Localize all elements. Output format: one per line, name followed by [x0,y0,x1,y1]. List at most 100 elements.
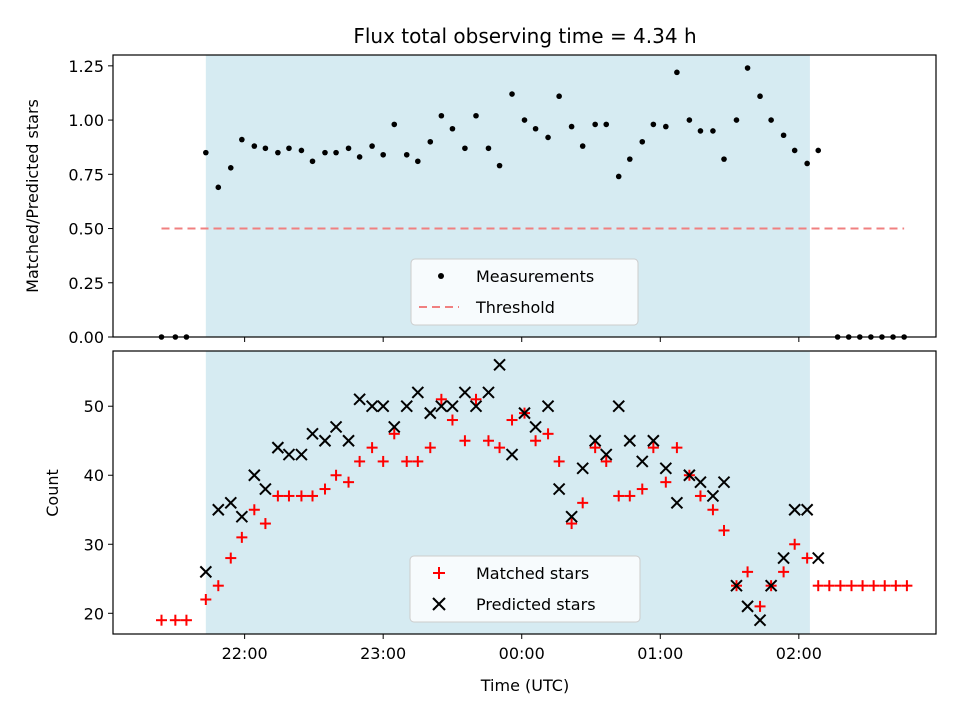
predicted-star-point [411,386,425,399]
matched-star-point [566,518,578,530]
matched-star-point [470,393,482,405]
matched-star-point [834,580,846,592]
matched-star-point [823,580,835,592]
measurement-point [215,184,222,191]
predicted-star-point [800,503,814,516]
measurement-point [815,147,822,154]
matched-star-point [330,469,342,481]
predicted-star-point [753,613,767,627]
matched-star-point [600,455,612,467]
predicted-star-point [788,503,801,516]
matched-star-point [377,455,389,467]
measurement-point [545,134,551,141]
matched-star-point [435,393,447,405]
matched-star-point [857,580,869,592]
bottom-x-ticks: 22:00 23:00 00:00 01:00 02:00 [222,634,822,663]
predicted-star-point [518,406,531,420]
predicted-star-point [259,482,272,496]
measurement-point [449,125,456,132]
measurement-point [768,117,774,123]
predicted-star-point [212,503,225,516]
x-axis-label: Time (UTC) [480,676,569,695]
measurement-point [262,145,269,152]
measurement-point [415,158,421,165]
matched-star-point [494,442,506,454]
predicted-star-point [694,475,707,489]
bottom-panel: 20 30 40 50 22:00 23:00 00:00 01:00 02:00 Count… [43,350,937,695]
predicted-star-point [446,400,459,413]
matched-star-point [671,442,683,454]
predicted-star-point [659,462,673,475]
x-tick-label: 01:00 [637,644,683,663]
predicted-star-point [435,400,448,413]
predicted-star-point [458,386,472,399]
measurement-point [333,149,339,156]
matched-star-point [412,455,424,467]
matched-star-point [212,580,224,592]
matched-star-point [482,435,494,447]
matched-star-point [343,476,355,488]
matched-star-point [589,442,601,454]
measurement-point [592,121,598,128]
matched-star-point [694,490,706,502]
matched-star-point [388,428,400,440]
predicted-star-point [683,469,696,482]
matched-star-point [424,442,436,454]
predicted-star-point [376,400,390,413]
matched-star-point [636,483,648,495]
legend-matched: Matched stars [476,564,589,583]
matched-star-point [553,455,565,467]
predicted-star-point [529,420,542,434]
matched-star-point [169,614,181,626]
bottom-y-ticks: 20 30 40 50 [84,397,113,623]
predicted-star-point [730,579,743,592]
predicted-star-point [271,441,285,454]
legend-x-icon [432,597,446,611]
matched-star-point [577,497,589,509]
top-y-axis-label: Matched/Predicted stars [23,99,42,293]
measurement-point [251,143,258,149]
top-panel: 0.00 0.25 0.50 0.75 1.00 1.25 Matched/Predict… [23,54,937,347]
measurement-point [521,117,528,123]
measurement-point [697,128,704,134]
matched-star-point [613,490,625,502]
top-axes-frame [112,54,937,338]
matched-star-point [225,552,237,564]
predicted-star-point [812,551,825,565]
predicted-star-point [235,510,249,523]
y-tick-label: 40 [84,466,104,485]
matched-star-point [647,442,659,454]
measurement-point [579,143,586,149]
matched-star-point [200,593,212,605]
measurement-point [686,117,693,123]
measurement-point [626,156,633,162]
legend-measurements: Measurements [476,267,594,286]
measurement-point [227,165,234,171]
matched-star-point [530,435,542,447]
matched-star-point [879,580,891,592]
legend-threshold: Threshold [475,298,555,317]
measurement-point [804,160,810,167]
matched-star-point [742,566,754,578]
matched-star-point [660,476,672,488]
measurement-point [532,125,539,132]
predicted-star-point [342,434,355,447]
measurement-point [509,91,515,97]
y-tick-label: 30 [84,535,104,554]
predicted-star-point [600,448,613,461]
matched-star-point [890,580,902,592]
predicted-star-point [764,579,778,592]
matched-star-point [307,490,319,502]
predicted-star-point [469,400,483,413]
y-tick-label: 1.25 [68,57,104,76]
matched-star-point [754,600,766,612]
predicted-star-point [505,448,519,461]
measurement-point [791,147,798,154]
measurement-point [568,123,575,130]
measurement-point [615,173,622,180]
chart-title: Flux total observing time = 4.34 h [353,24,696,48]
measurement-point [462,145,468,152]
predicted-star-point [424,406,437,420]
measurement-point [650,121,657,128]
y-tick-label: 20 [84,604,104,623]
